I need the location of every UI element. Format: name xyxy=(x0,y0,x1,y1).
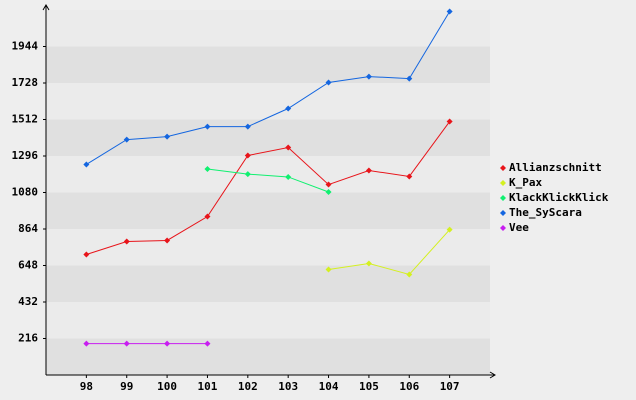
plot-band xyxy=(46,192,490,229)
y-tick-label: 864 xyxy=(18,222,38,235)
data-point xyxy=(325,188,332,195)
legend-label: KlackKlickKlick xyxy=(509,191,609,204)
series-line xyxy=(86,11,451,165)
legend-label: K_Pax xyxy=(509,176,542,189)
data-point xyxy=(123,136,130,143)
y-tick-label: 1080 xyxy=(12,186,39,199)
x-tick-label: 106 xyxy=(399,380,419,393)
series-lines xyxy=(83,8,453,347)
data-point xyxy=(204,213,211,220)
legend-label: Allianzschnitt xyxy=(509,161,602,174)
x-axis-arrow xyxy=(489,371,496,379)
data-point xyxy=(204,166,211,173)
plot-band xyxy=(46,229,490,266)
legend-marker xyxy=(500,180,506,186)
plot-band xyxy=(46,338,490,375)
x-tick-label: 107 xyxy=(440,380,460,393)
data-point xyxy=(325,266,332,273)
data-point xyxy=(446,226,453,233)
x-tick-label: 99 xyxy=(120,380,133,393)
data-point xyxy=(406,75,413,82)
data-point xyxy=(204,123,211,130)
data-point xyxy=(365,260,372,267)
data-point xyxy=(244,123,251,130)
data-point xyxy=(83,161,90,168)
data-point xyxy=(325,181,332,188)
data-point xyxy=(325,79,332,86)
y-tick-label: 216 xyxy=(18,332,38,345)
plot-band xyxy=(46,83,490,120)
series-line xyxy=(207,168,329,193)
data-point xyxy=(446,118,453,125)
data-point xyxy=(164,133,171,140)
data-point xyxy=(123,238,130,245)
data-point xyxy=(285,173,292,180)
data-point xyxy=(446,8,453,15)
y-tick-label: 1296 xyxy=(12,149,39,162)
plot-band xyxy=(46,156,490,193)
legend-marker xyxy=(500,195,506,201)
series-line xyxy=(86,121,451,255)
data-point xyxy=(285,144,292,151)
data-point xyxy=(83,251,90,258)
x-tick-label: 101 xyxy=(198,380,218,393)
y-tick-label: 648 xyxy=(18,259,38,272)
y-tick-label: 1728 xyxy=(12,76,39,89)
x-tick-label: 104 xyxy=(319,380,339,393)
plot-band xyxy=(46,265,490,302)
x-tick-label: 103 xyxy=(278,380,298,393)
legend-label: The_SyScara xyxy=(509,206,582,219)
y-tick-label: 1512 xyxy=(12,113,39,126)
data-point xyxy=(406,173,413,180)
data-point xyxy=(365,73,372,80)
legend-marker xyxy=(500,165,506,171)
x-tick-label: 100 xyxy=(157,380,177,393)
plot-band xyxy=(46,46,490,83)
data-point xyxy=(285,105,292,112)
data-point xyxy=(123,340,130,347)
y-tick-label: 432 xyxy=(18,295,38,308)
data-point xyxy=(83,340,90,347)
plot-band xyxy=(46,10,490,47)
x-tick-label: 105 xyxy=(359,380,379,393)
data-point xyxy=(164,340,171,347)
legend-marker xyxy=(500,210,506,216)
legend-marker xyxy=(500,225,506,231)
plot-band xyxy=(46,119,490,156)
x-tick-label: 102 xyxy=(238,380,258,393)
data-point xyxy=(365,167,372,174)
legend-label: Vee xyxy=(509,221,529,234)
data-point xyxy=(244,171,251,178)
plot-bands xyxy=(46,10,490,375)
data-point xyxy=(406,271,413,278)
y-tick-label: 1944 xyxy=(12,40,39,53)
x-tick-label: 98 xyxy=(80,380,93,393)
series-line xyxy=(328,229,451,276)
data-point xyxy=(204,340,211,347)
y-axis-arrow xyxy=(42,4,50,11)
data-point xyxy=(244,152,251,159)
plot-band xyxy=(46,302,490,339)
data-point xyxy=(164,237,171,244)
